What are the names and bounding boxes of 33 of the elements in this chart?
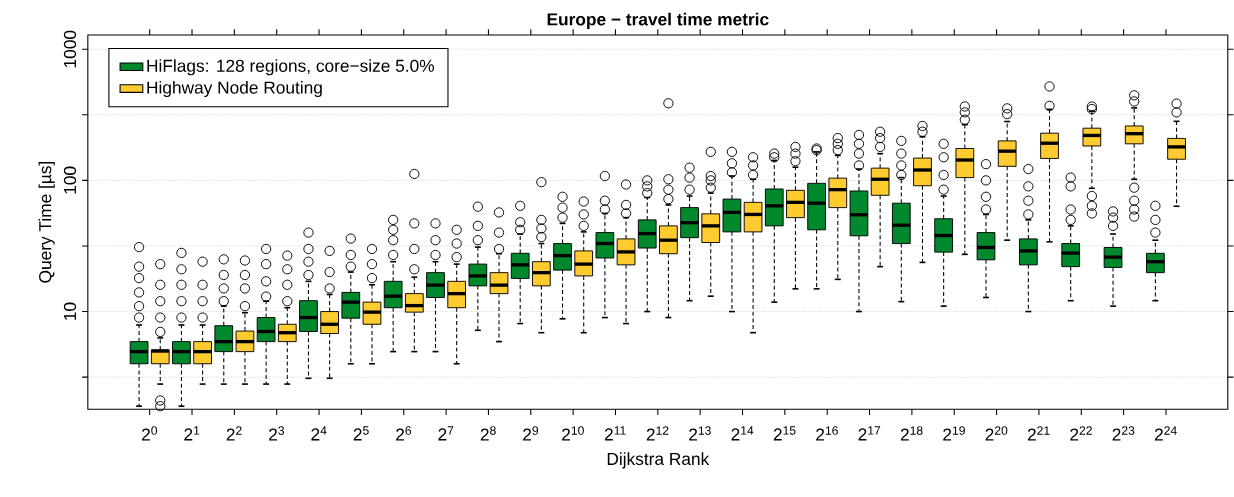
- x-tick-label: 2$^{21}$: [1027, 426, 1050, 441]
- chart-title: Europe − travel time metric: [547, 12, 769, 29]
- legend-label: Highway Node Routing: [147, 80, 322, 98]
- y-tick-label: 100: [63, 166, 77, 194]
- x-tick-label: 2$^{16}$: [816, 426, 838, 441]
- x-tick-label: 2$^{23}$: [1112, 426, 1135, 441]
- x-tick-label: 2$^{20}$: [985, 426, 1008, 441]
- x-tick-label: 2$^{24}$: [1154, 426, 1177, 441]
- x-tick-label: 2$^{11}$: [604, 426, 626, 441]
- x-tick-label: 2$^{5}$: [353, 426, 369, 441]
- x-tick-label: 2$^{1}$: [184, 426, 200, 441]
- x-tick-label: 2$^{10}$: [562, 426, 584, 441]
- y-axis-title: Query Time [µs]: [38, 161, 55, 283]
- x-tick-label: 2$^{15}$: [773, 426, 796, 441]
- x-tick-label: 2$^{4}$: [311, 426, 327, 441]
- legend-label: HiFlags: 128 regions, core−size 5.0%: [147, 59, 435, 76]
- y-tick-label: 10: [63, 302, 77, 320]
- x-tick-label: 2$^{14}$: [731, 426, 754, 441]
- x-tick-label: 2$^{2}$: [226, 426, 242, 441]
- x-tick-label: 2$^{17}$: [858, 426, 881, 441]
- x-tick-label: 2$^{19}$: [943, 426, 965, 441]
- x-tick-label: 2$^{22}$: [1070, 426, 1092, 441]
- x-tick-label: 2$^{12}$: [646, 426, 669, 441]
- x-tick-label: 2$^{3}$: [269, 426, 285, 441]
- x-axis-title: Dijkstra Rank: [607, 452, 710, 469]
- x-tick-label: 2$^{18}$: [900, 426, 923, 441]
- x-tick-label: 2$^{6}$: [396, 426, 412, 441]
- x-tick-label: 2$^{8}$: [480, 426, 496, 441]
- x-tick-label: 2$^{0}$: [142, 426, 158, 441]
- x-tick-label: 2$^{13}$: [689, 426, 711, 441]
- x-tick-label: 2$^{9}$: [523, 426, 539, 441]
- y-tick-label: 1000: [63, 30, 77, 68]
- x-tick-label: 2$^{7}$: [438, 426, 454, 441]
